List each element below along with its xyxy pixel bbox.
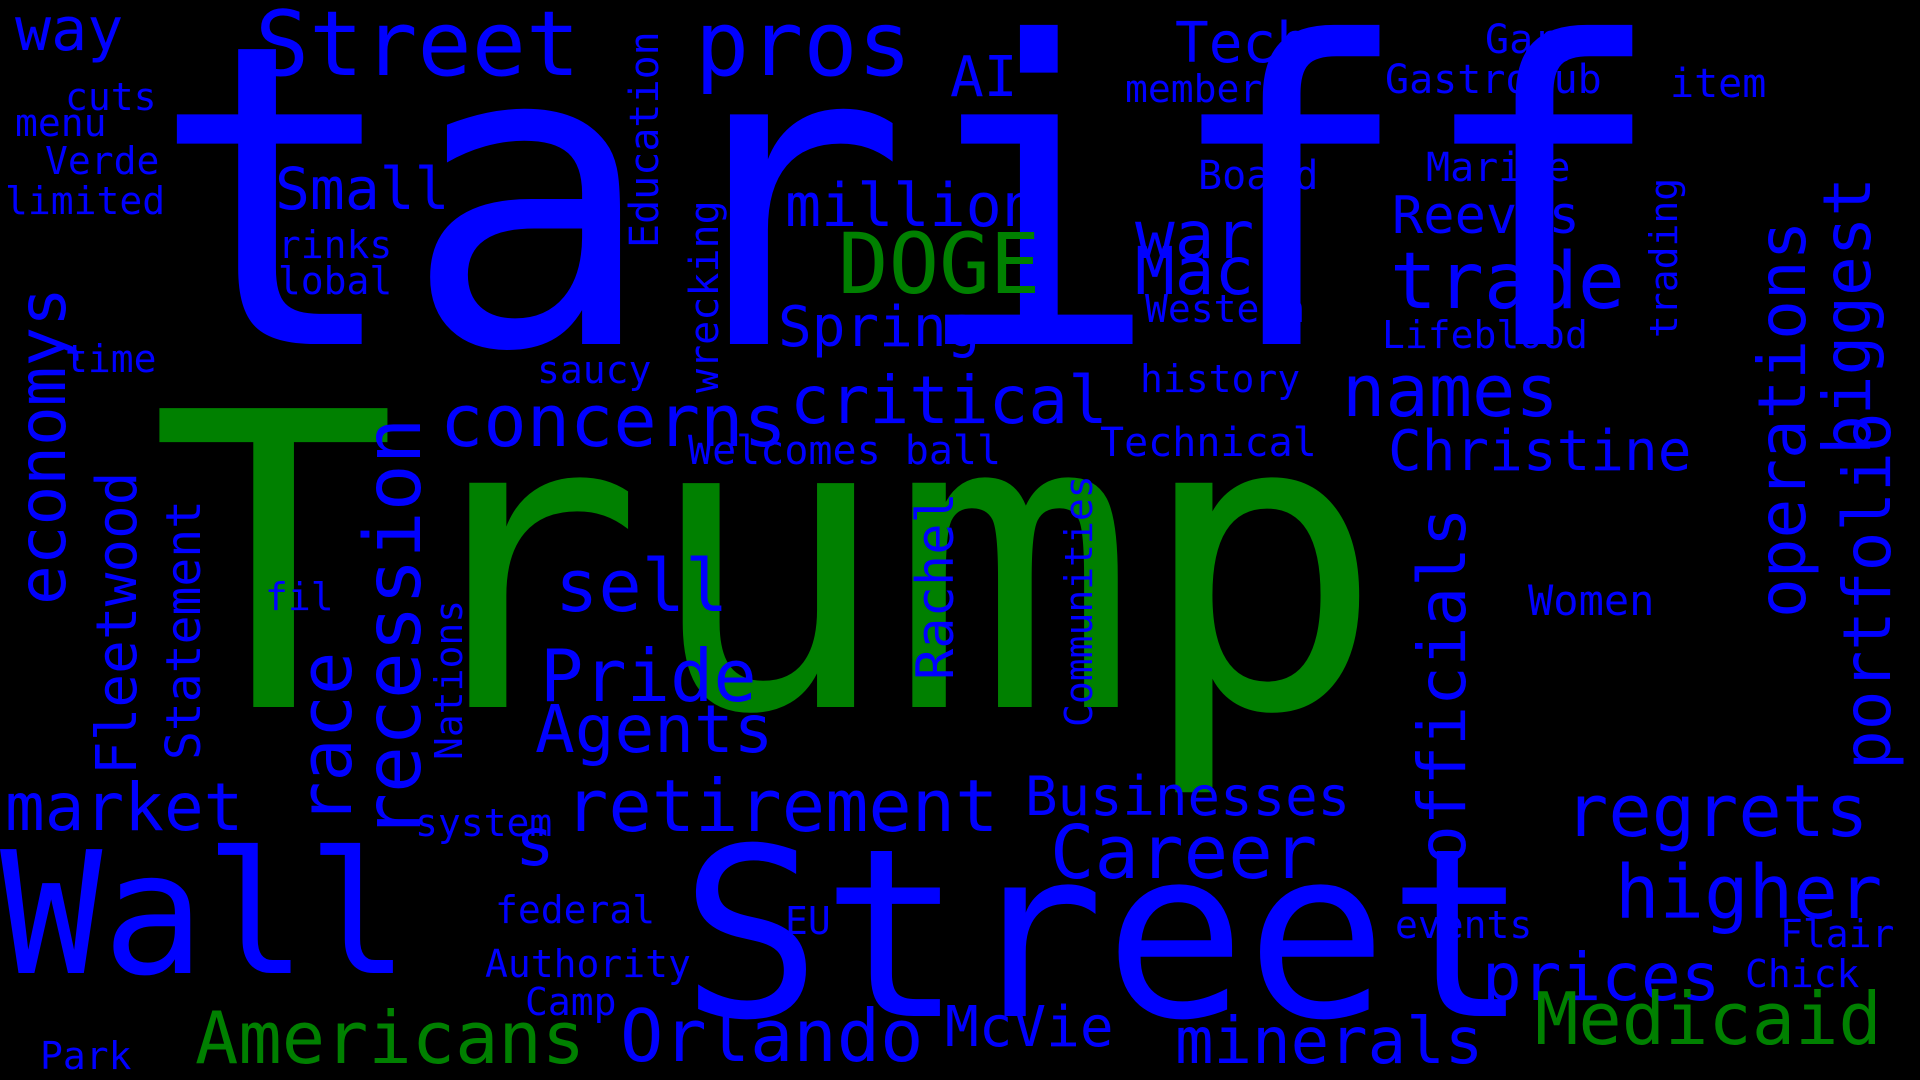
word-concerns: concerns [440, 379, 787, 463]
word-regrets: regrets [1565, 769, 1869, 853]
word-education: Education [622, 31, 668, 248]
word-sell: sell [555, 544, 729, 628]
word-war: war [1135, 197, 1255, 274]
word-ai: AI [950, 45, 1018, 110]
word-cuts: cuts [65, 75, 157, 119]
word-wall: Wall [0, 816, 410, 1014]
word-mcvie: McVie [945, 995, 1114, 1060]
word-member: member [1125, 67, 1263, 111]
word-critical: critical [790, 362, 1108, 439]
word-fil: fil [265, 575, 334, 619]
word-christine: Christine [1388, 419, 1692, 484]
word-nations: Nations [427, 599, 471, 760]
word-eu: EU [785, 899, 831, 943]
word-drinks: drinks [255, 223, 393, 267]
word-small: Small [275, 155, 450, 223]
word-way: way [15, 0, 124, 65]
word-names: names [1342, 349, 1559, 433]
word-limited: limited [5, 179, 166, 223]
word-market: market [5, 769, 244, 846]
word-global: global [255, 259, 393, 303]
word-pros: pros [695, 0, 912, 97]
word-board: Board [1198, 153, 1319, 199]
word-career: Career [1050, 810, 1318, 896]
word-s: s [515, 804, 555, 881]
word-saucy: saucy [537, 348, 652, 392]
word-technical: Technical [1100, 420, 1317, 466]
word-camp: Camp [525, 980, 617, 1024]
word-retirement: retirement [565, 764, 999, 848]
word-tariff: tariff [150, 0, 1668, 444]
word-wrecking: wrecking [682, 200, 728, 393]
word-communities: Communities [1057, 475, 1101, 727]
word-rachel: Rachel [906, 492, 966, 680]
word-time: time [65, 337, 157, 381]
word-officials: officials [1404, 507, 1481, 865]
word-menu: menu [15, 101, 107, 145]
word-western: Western [1145, 287, 1306, 331]
word-gastropub: Gastropub [1385, 57, 1602, 103]
word-flair: Flair [1780, 912, 1895, 956]
word-operations: operations [1744, 220, 1821, 618]
word-street: Street [680, 799, 1529, 1072]
word-doge: DOGE [838, 215, 1041, 313]
word-welcomes-ball: Welcomes ball [688, 428, 1002, 474]
word-orlando: Orlando [620, 994, 924, 1078]
word-authority: Authority [485, 942, 691, 986]
word-businesses: Businesses [1025, 765, 1351, 828]
word-prices: prices [1482, 939, 1721, 1016]
word-higher: higher [1615, 850, 1883, 936]
word-marine: Marine [1426, 145, 1571, 191]
word-system: system [415, 801, 553, 845]
word-spring: Spring [778, 295, 981, 360]
word-pride: Pride [540, 634, 757, 718]
word-million: million [785, 171, 1038, 241]
word-reeves: Reeves [1392, 186, 1580, 246]
word-history: history [1140, 357, 1301, 401]
word-mac: Mac [1135, 233, 1255, 310]
word-agents: Agents [535, 691, 774, 768]
word-verde: Verde [45, 139, 160, 183]
word-gary: Gary [1485, 17, 1582, 63]
word-fleetwood: Fleetwood [85, 471, 150, 775]
word-lifeblood: Lifeblood [1382, 313, 1588, 357]
word-trading: trading [1642, 177, 1686, 338]
word-economys: economys [4, 287, 81, 605]
word-recession: recession [349, 417, 439, 840]
word-statement: Statement [156, 499, 212, 760]
word-tech: Tech [1175, 11, 1310, 76]
word-portfolio: portfolio [1829, 412, 1906, 770]
word-minerals: minerals [1175, 1005, 1484, 1079]
word-chick: Chick [1745, 952, 1860, 996]
word-item: item [1670, 61, 1767, 107]
word-federal: federal [495, 888, 656, 932]
word-trade: trade [1390, 237, 1625, 327]
word-park: Park [40, 1034, 132, 1078]
word-trump: Trump [150, 326, 1385, 804]
word-street: Street [255, 0, 581, 97]
word-medicaid: Medicaid [1535, 977, 1882, 1061]
word-women: Women [1528, 576, 1655, 625]
word-events: events [1395, 903, 1533, 947]
word-americans: Americans [195, 996, 586, 1080]
